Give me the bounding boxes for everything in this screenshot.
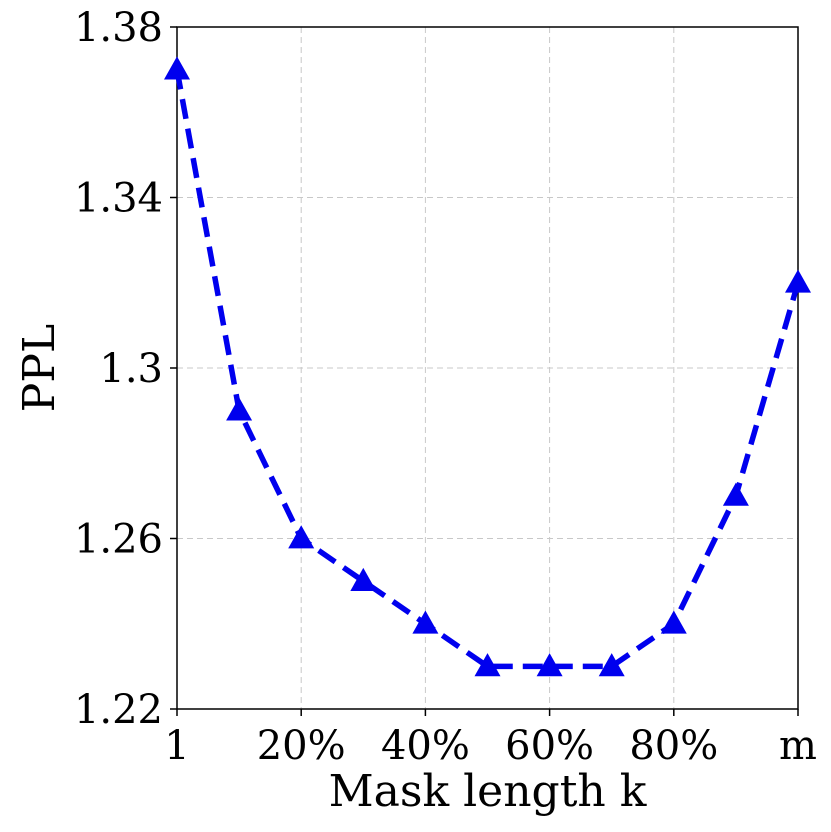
- x-tick-label: 40%: [381, 723, 470, 769]
- x-tick-label: 20%: [257, 723, 346, 769]
- x-tick-label: 80%: [629, 723, 718, 769]
- data-point-marker: [164, 56, 190, 80]
- grid: [176, 26, 799, 710]
- x-tick-label: m: [779, 723, 817, 769]
- ticks: 1 20% 40% 60% 80% m 1.22 1.26 1.3 1.34 1.38: [74, 5, 817, 769]
- data-point-marker: [722, 482, 749, 506]
- y-tick-label: 1.38: [74, 5, 163, 51]
- x-tick-label: 60%: [505, 723, 594, 769]
- data-point-marker: [598, 653, 625, 677]
- y-tick-label: 1.3: [99, 346, 163, 392]
- y-tick-label: 1.26: [74, 517, 163, 563]
- y-tick-label: 1.34: [74, 176, 163, 222]
- axis-labels: Mask length k PPL: [14, 324, 647, 817]
- x-tick-label: 1: [164, 723, 189, 769]
- y-tick-label: 1.22: [74, 687, 163, 733]
- data-point-marker: [785, 269, 811, 293]
- data-point-marker: [288, 525, 315, 549]
- data-point-marker: [226, 397, 253, 421]
- series-line: [174, 69, 801, 670]
- y-axis-label: PPL: [14, 324, 65, 412]
- data-point-marker: [474, 653, 501, 677]
- series-line-path: [174, 69, 801, 670]
- series-markers: [164, 56, 811, 677]
- x-axis-label: Mask length k: [329, 766, 647, 817]
- data-point-marker: [412, 610, 439, 634]
- data-point-marker: [660, 610, 687, 634]
- data-point-marker: [350, 567, 377, 592]
- data-point-marker: [536, 653, 563, 677]
